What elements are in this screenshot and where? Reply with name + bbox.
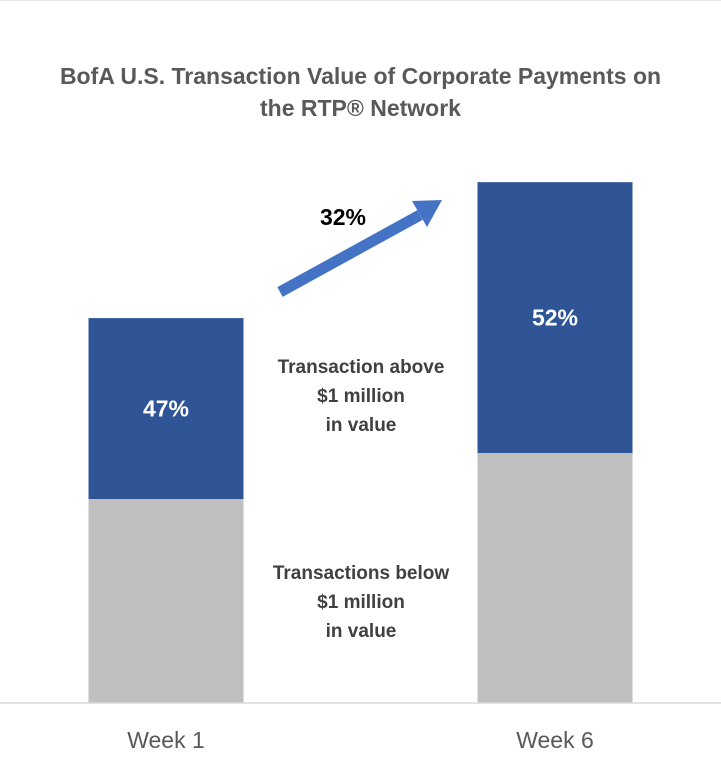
- category-label-2: Week 6: [516, 727, 594, 753]
- lower-annotation-line-3: in value: [326, 621, 397, 642]
- lower-annotation-line-1: Transactions below: [273, 563, 450, 584]
- chart-title-line-1: BofA U.S. Transaction Value of Corporate…: [59, 63, 662, 89]
- bars-group: [88, 182, 633, 703]
- data-label-2: 52%: [532, 305, 578, 331]
- lower-annotation-line-2: $1 million: [317, 592, 405, 613]
- top-border: [0, 0, 721, 1]
- chart-title: BofA U.S. Transaction Value of Corporate…: [0, 60, 721, 124]
- upper-annotation-line-1: Transaction above: [278, 357, 445, 378]
- chart-title-line-2: the RTP® Network: [260, 95, 461, 121]
- growth-arrow-shaft: [277, 210, 423, 297]
- bar-upper-2: [477, 182, 633, 453]
- lower-segment-annotation: Transactions below $1 million in value: [273, 563, 450, 642]
- growth-arrow: [277, 200, 442, 297]
- data-label-1: 47%: [143, 396, 189, 422]
- growth-label: 32%: [320, 204, 366, 230]
- bar-upper-1: [88, 318, 244, 499]
- category-label-1: Week 1: [127, 727, 205, 753]
- bar-lower-2: [477, 453, 633, 703]
- upper-segment-annotation: Transaction above $1 million in value: [278, 357, 445, 436]
- bar-lower-1: [88, 499, 244, 703]
- upper-annotation-line-2: $1 million: [317, 386, 405, 407]
- growth-arrow-head: [412, 200, 442, 227]
- labels-group: 47% Week 1 52% Week 6: [127, 305, 594, 753]
- upper-annotation-line-3: in value: [326, 415, 397, 436]
